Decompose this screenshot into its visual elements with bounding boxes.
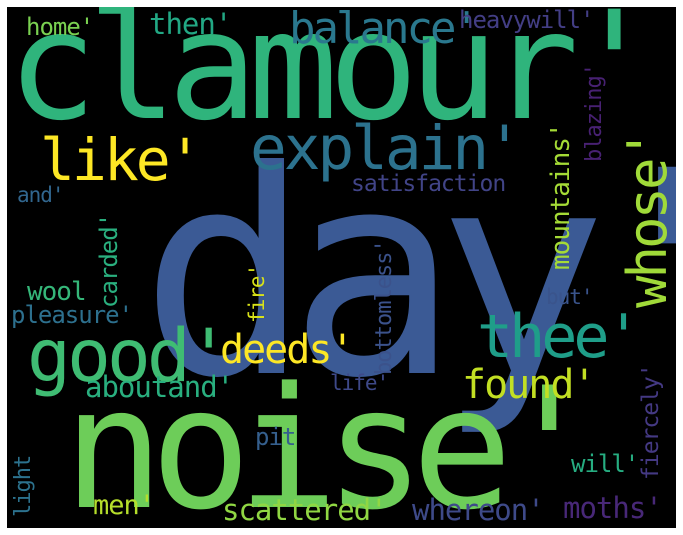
word-clamour: clamour' [7,7,659,154]
word-day: day' [140,110,676,440]
word-and: and' [17,183,65,207]
word-but: but' [546,285,594,309]
word-fire: fire' [245,264,269,323]
word-scattered: scattered' [222,493,388,527]
word-balance: balance' [289,7,480,54]
word-whereon: whereon' [412,493,545,527]
word-noise: noise' [63,351,600,528]
word-pit: pit [255,423,296,451]
word-heavywill: heavywill' [459,7,594,34]
word-home: home' [26,13,94,41]
word-bottomless: bottomless' [372,240,397,375]
word-men: men' [93,490,155,521]
word-found: found' [462,362,596,408]
word-deeds: deeds' [220,327,354,373]
word-good: good' [27,314,231,399]
word-whose: whose' [616,130,676,308]
word-wool: wool [27,277,87,307]
word-mountains: mountains' [546,123,576,270]
word-aboutand: aboutand' [85,370,234,404]
word-pleasure: pleasure' [11,301,133,329]
word-moths: moths' [563,491,663,525]
word-blazing: blazing' [582,64,607,162]
word-like: like' [40,126,203,194]
word-satisfaction: satisfaction [351,171,506,197]
word-cloud-canvas: day' noise' clamour' explain' whose' goo… [7,7,676,528]
word-thee: thee' [477,302,642,372]
word-carded: carded' [95,213,123,308]
word-light: light [11,455,36,517]
word-fiercely: fiercely' [638,364,664,480]
word-will: will' [571,450,639,478]
word-life: life' [330,371,389,395]
word-then: then' [149,7,232,41]
word-explain: explain' [250,113,523,184]
